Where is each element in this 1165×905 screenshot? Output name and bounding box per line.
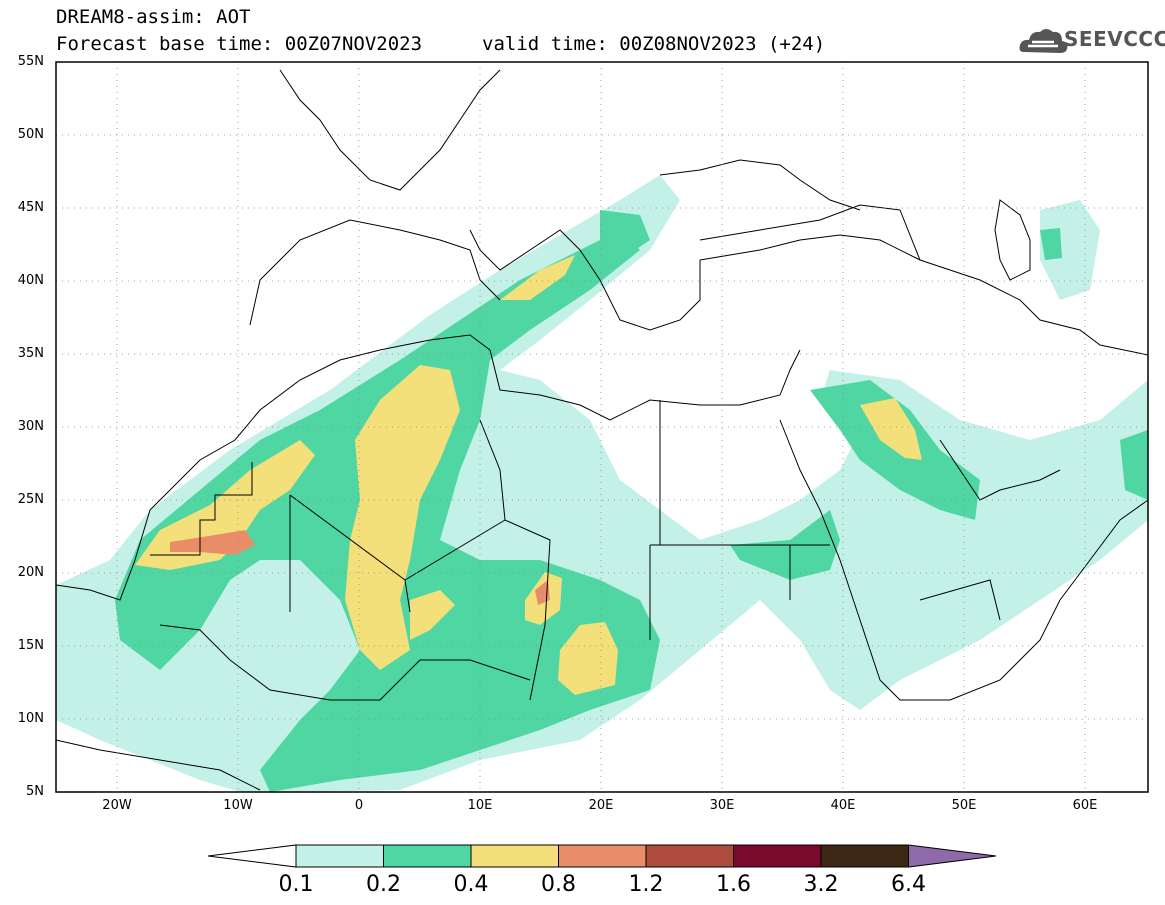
lon-label: 40E <box>830 798 856 813</box>
map-title: DREAM8-assim: AOT <box>56 6 251 28</box>
lat-label: 45N <box>17 200 44 215</box>
lat-label: 35N <box>17 346 44 361</box>
lat-label: 15N <box>17 638 44 653</box>
lat-label: 20N <box>17 565 44 580</box>
logo-text: SEEVCCC <box>1064 27 1165 51</box>
lon-label: 30E <box>709 798 735 813</box>
colorbar <box>207 844 997 868</box>
lon-label: 10W <box>223 798 253 813</box>
forecast-base-time: Forecast base time: 00Z07NOV2023 <box>56 33 423 55</box>
colorbar-label: 1.6 <box>716 872 751 897</box>
lon-label: 60E <box>1072 798 1098 813</box>
lat-label: 25N <box>17 492 44 507</box>
colorbar-label: 0.1 <box>278 872 314 897</box>
colorbar-label: 6.4 <box>891 872 926 897</box>
cloud-icon <box>1019 29 1068 53</box>
colorbar-label: 0.8 <box>541 872 576 897</box>
grid-lines <box>56 62 1148 792</box>
colorbar-label: 0.4 <box>453 872 489 897</box>
lon-label: 20E <box>588 798 614 813</box>
map-frame <box>55 61 1149 793</box>
colorbar-label: 0.2 <box>366 872 401 897</box>
lat-label: 10N <box>17 711 44 726</box>
lat-label: 30N <box>17 419 44 434</box>
colorbar-label: 1.2 <box>628 872 664 897</box>
lat-label: 5N <box>26 784 44 799</box>
lon-label: 10E <box>467 798 493 813</box>
lat-label: 50N <box>17 127 44 142</box>
lat-label: 40N <box>17 273 44 288</box>
lon-label: 20W <box>102 798 132 813</box>
lon-label: 50E <box>951 798 977 813</box>
colorbar-label: 3.2 <box>803 872 839 897</box>
lat-label: 55N <box>17 54 44 69</box>
valid-time: valid time: 00Z08NOV2023 (+24) <box>482 33 826 55</box>
lon-label: 0 <box>354 798 364 813</box>
